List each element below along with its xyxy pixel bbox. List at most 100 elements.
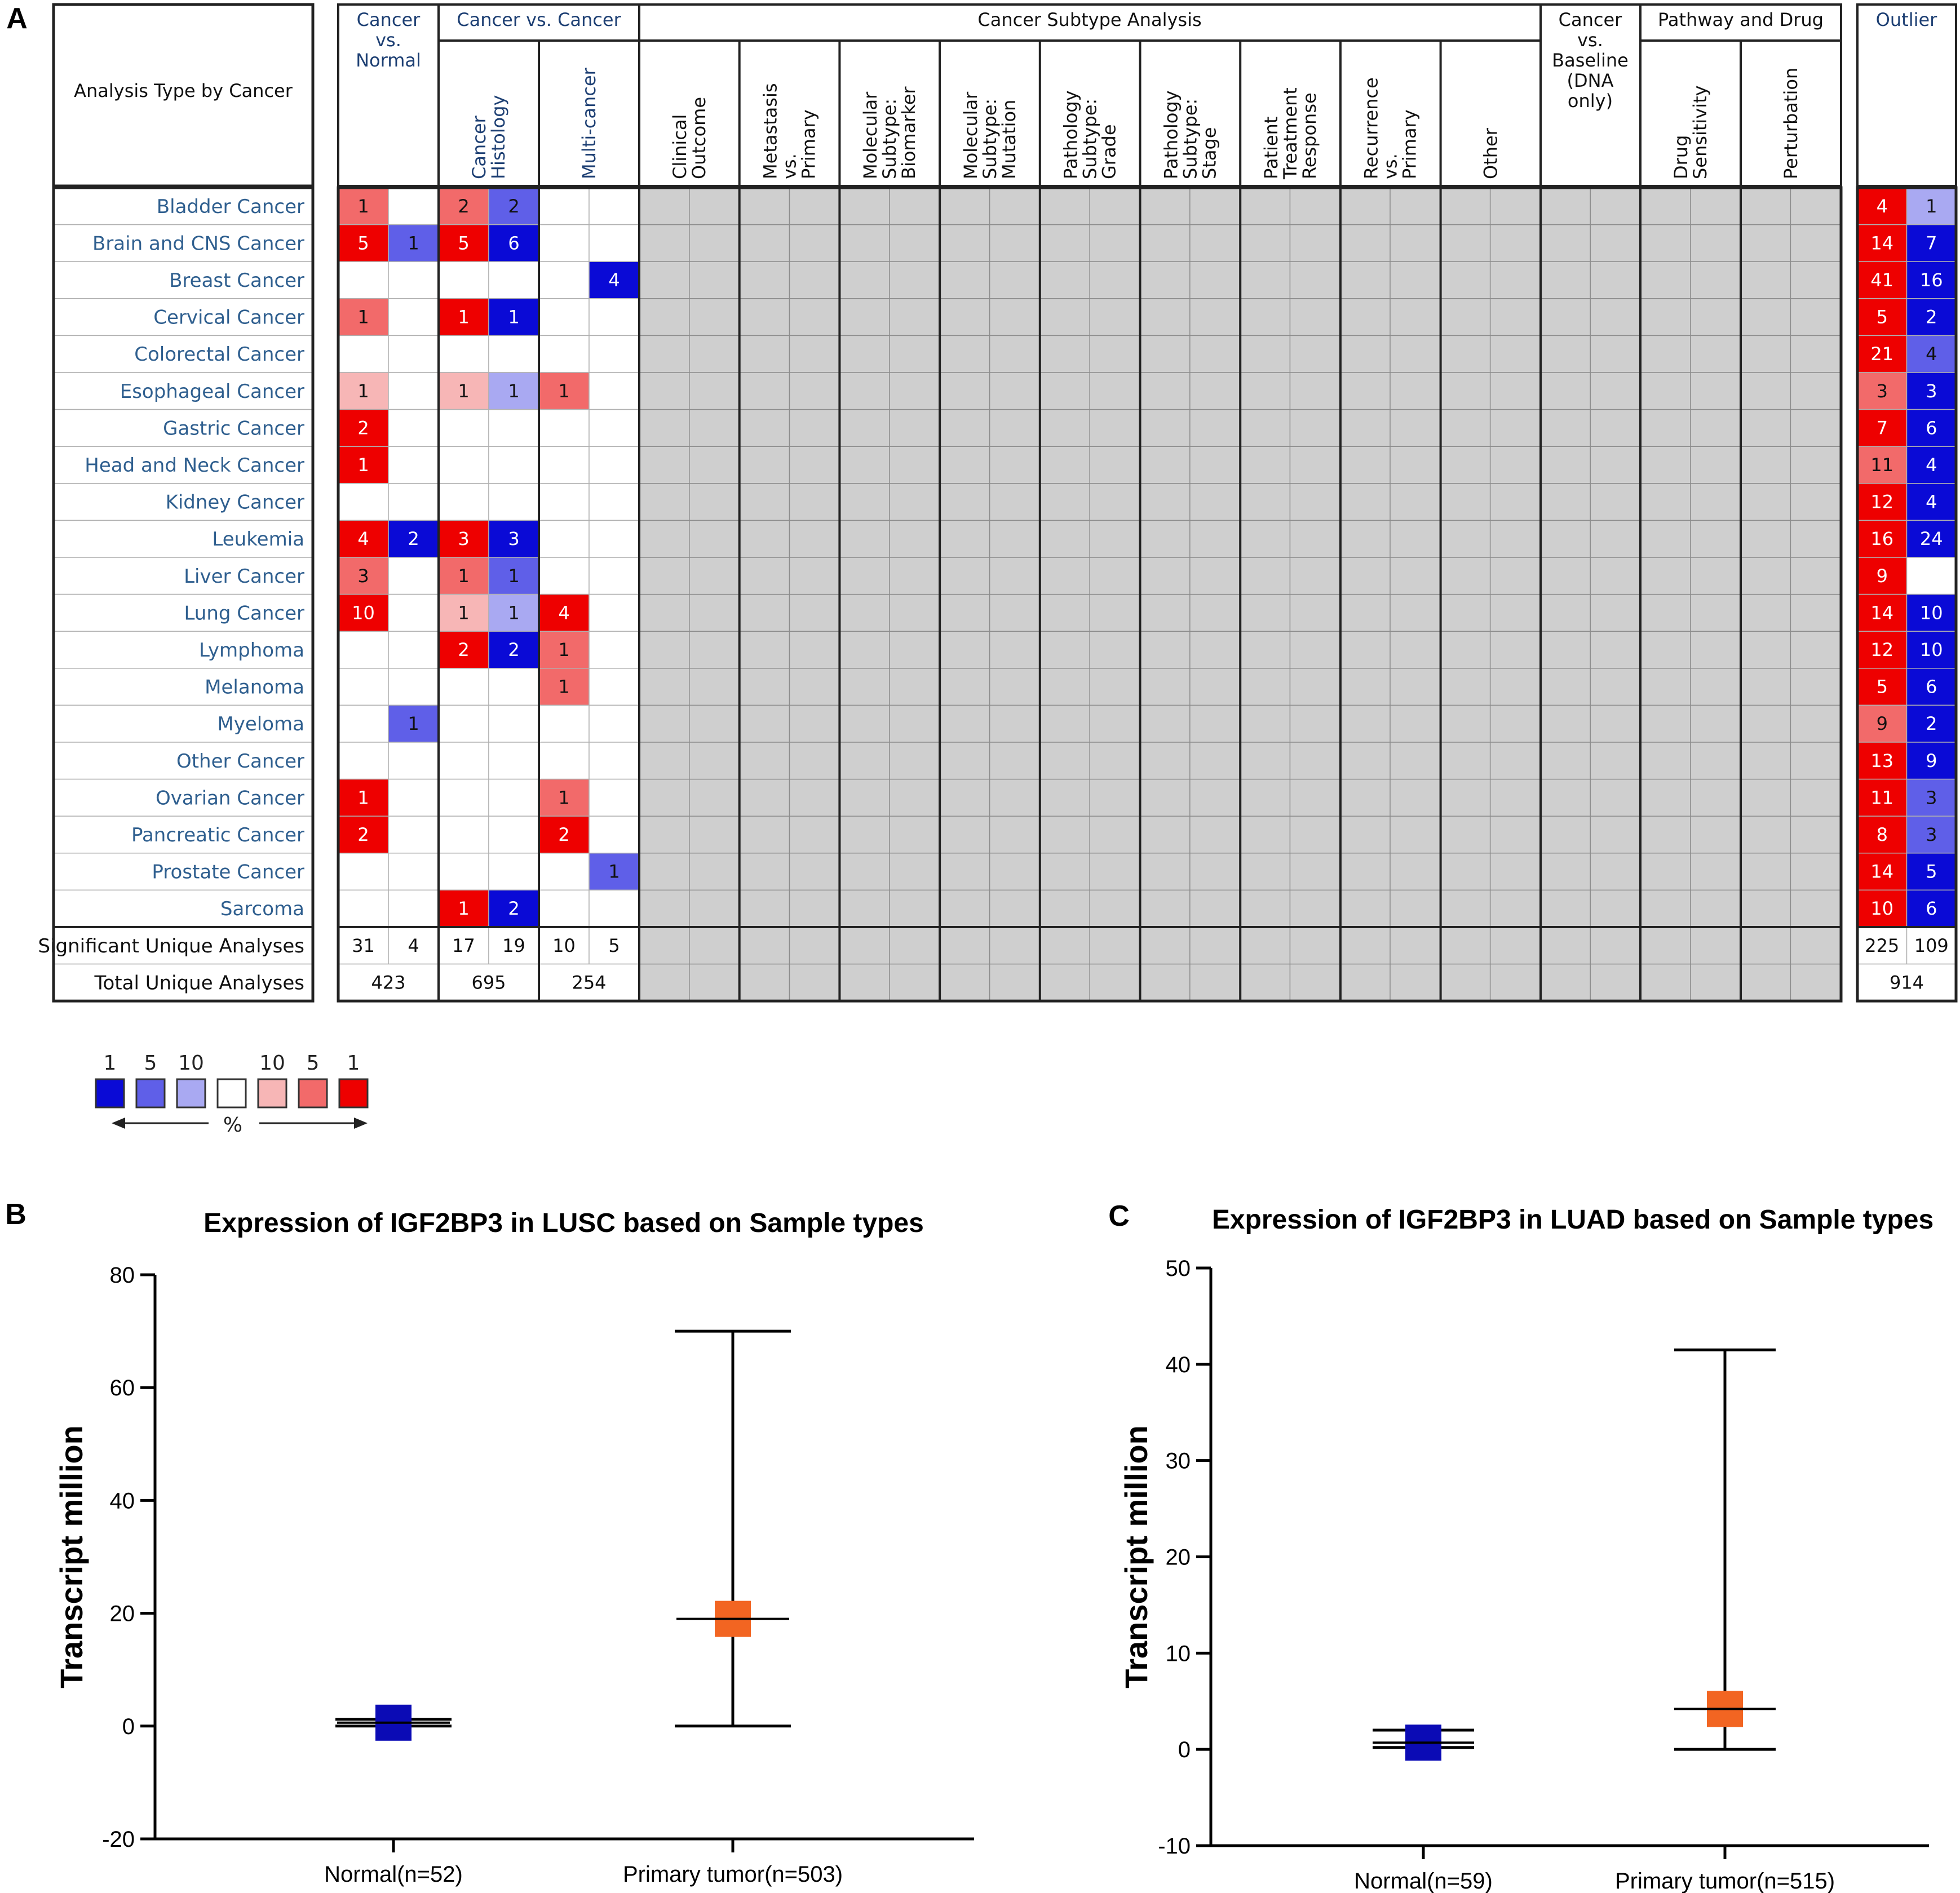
cell-cancer-histology-value: 1	[508, 380, 519, 402]
row-label-cell	[53, 298, 313, 336]
cell-outlier-value: 4	[1926, 491, 1937, 513]
cell-cancer-histology-under	[488, 889, 539, 928]
cell-outlier-value: 10	[1920, 602, 1943, 623]
cell-cancer-vs-normal-value: 1	[408, 232, 419, 254]
subheader-label: Primary	[798, 109, 820, 179]
cell-cancer-vs-normal-value: 2	[408, 528, 419, 549]
y-tick-label: 80	[110, 1263, 135, 1288]
header-outlier	[1856, 3, 1957, 187]
cell-multi-cancer-over	[538, 224, 590, 262]
cell-multi-cancer-over	[538, 446, 590, 484]
cell-outlier-under	[1906, 853, 1957, 891]
heatmap-legend: 1 5 10 10 5 1%	[95, 1052, 369, 1137]
row-label: Pancreatic Cancer	[131, 824, 304, 846]
cell-cancer-histology-under	[488, 335, 539, 373]
cell-cancer-vs-normal-over	[338, 889, 389, 928]
cell-outlier-value: 3	[1877, 380, 1888, 402]
significant-outlier-value: 225	[1865, 935, 1899, 956]
cell-multi-cancer-over	[538, 187, 590, 225]
cell-cancer-histology-over	[438, 261, 489, 299]
cell-multi-cancer-value: 1	[558, 787, 569, 808]
y-tick-label: 10	[1166, 1641, 1191, 1666]
cell-outlier-value: 5	[1877, 676, 1888, 698]
cell-cancer-histology-value: 3	[458, 528, 469, 549]
cell-cancer-histology-under	[488, 704, 539, 743]
cell-multi-cancer-under	[589, 889, 640, 928]
cell-multi-cancer-value: 1	[558, 639, 569, 660]
cell-multi-cancer-under	[589, 815, 640, 854]
subheader-label: Outcome	[688, 97, 710, 179]
cell-multi-cancer-over	[538, 298, 590, 336]
subheader-label: Perturbation	[1780, 68, 1802, 179]
significant-multi-value: 10	[552, 935, 576, 956]
cell-cancer-vs-normal-over	[338, 778, 389, 817]
cell-cancer-vs-normal-value: 1	[357, 307, 369, 328]
cell-cancer-vs-normal-over	[338, 668, 389, 706]
header-cancer-vs-baseline	[1539, 3, 1642, 187]
cell-outlier-under	[1906, 372, 1957, 410]
cell-outlier-value: 12	[1870, 639, 1893, 660]
cell-cancer-histology-over	[438, 853, 489, 891]
cell-outlier-value: 1	[1926, 196, 1937, 217]
legend-swatch	[95, 1078, 125, 1109]
cell-cancer-vs-normal-value: 3	[357, 565, 369, 587]
panel-letter-a: A	[6, 2, 28, 35]
cell-outlier-value: 24	[1920, 528, 1943, 549]
total-multi-value: 254	[572, 972, 606, 993]
cell-multi-cancer-over	[538, 853, 590, 891]
row-label-cell	[53, 335, 313, 373]
cell-outlier-under	[1906, 742, 1957, 780]
row-label-cell	[53, 261, 313, 299]
y-tick-label: 20	[110, 1602, 135, 1626]
cell-cancer-histology-over	[438, 778, 489, 817]
row-label: Prostate Cancer	[152, 861, 304, 884]
cell-multi-cancer-over	[538, 631, 590, 669]
subheader-label: Subtype:	[879, 99, 900, 179]
cell-cancer-histology-value: 2	[508, 898, 519, 919]
cell-cancer-vs-normal-under	[388, 668, 439, 706]
cell-multi-cancer-under	[589, 187, 640, 225]
significant-cvn-value: 4	[408, 935, 419, 956]
cell-cancer-histology-over	[438, 335, 489, 373]
group-cancer-subtype-label: Cancer Subtype Analysis	[977, 9, 1201, 30]
y-axis-label: Transcript million	[54, 1425, 89, 1688]
group-cancer-vs-normal-label: vs.	[375, 29, 401, 51]
row-label: Colorectal Cancer	[134, 343, 304, 366]
cell-outlier-value: 5	[1877, 307, 1888, 328]
cell-cancer-vs-normal-over	[338, 815, 389, 854]
cell-cancer-histology-value: 1	[458, 380, 469, 402]
summary-label-cell	[53, 926, 313, 965]
cell-multi-cancer-under	[589, 224, 640, 262]
cell-cancer-histology-value: 5	[458, 232, 469, 254]
cell-cancer-histology-under	[488, 224, 539, 262]
group-cancer-vs-baseline-label: Cancer	[1559, 9, 1623, 30]
subheader-label: Clinical	[669, 114, 691, 179]
cell-outlier-over	[1857, 557, 1908, 595]
y-tick-label: 0	[1178, 1737, 1191, 1762]
cell-cancer-histology-value: 1	[508, 565, 519, 587]
row-label: Leukemia	[212, 528, 304, 551]
x-tick-label: Normal(n=59)	[1354, 1869, 1493, 1893]
cell-cancer-vs-normal-over	[338, 742, 389, 780]
cell-outlier-value: 14	[1870, 232, 1893, 254]
x-tick-label: Normal(n=52)	[324, 1862, 463, 1887]
cell-multi-cancer-over	[538, 557, 590, 595]
cell-multi-cancer-under	[589, 261, 640, 299]
cell-cancer-vs-normal-over	[338, 483, 389, 521]
cell-cancer-vs-normal-value: 10	[352, 602, 375, 623]
cell-cancer-histology-value: 2	[508, 639, 519, 660]
significant-hist-value: 19	[502, 935, 525, 956]
cell-cancer-histology-value: 2	[508, 196, 519, 217]
cell-cancer-vs-normal-under	[388, 889, 439, 928]
cell-cancer-histology-value: 1	[458, 307, 469, 328]
cell-cancer-histology-under	[488, 815, 539, 854]
subheader-label: Pathology	[1060, 90, 1082, 179]
cell-outlier-value: 10	[1920, 639, 1943, 660]
cell-cancer-vs-normal-over	[338, 631, 389, 669]
cell-cancer-histology-over	[438, 815, 489, 854]
cell-outlier-under	[1906, 224, 1957, 262]
row-label: Lung Cancer	[184, 602, 304, 624]
row-label-cell	[53, 557, 313, 595]
cell-cancer-vs-normal-value: 2	[357, 824, 369, 845]
significant-cvn	[338, 926, 389, 965]
